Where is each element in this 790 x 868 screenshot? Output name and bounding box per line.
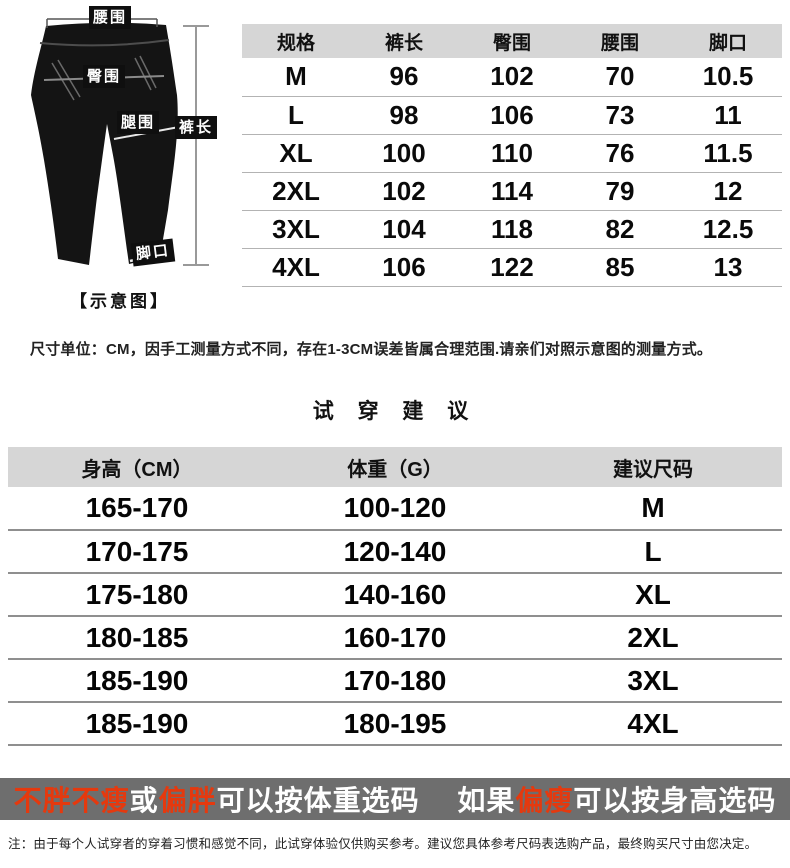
cell: 3XL bbox=[524, 659, 782, 703]
cell: 10.5 bbox=[674, 58, 782, 97]
pants-measurement-diagram: 腰围 臀围 腿围 裤长 脚口 【示意图】 bbox=[0, 0, 240, 320]
tryon-suggestion-table: 身高（CM） 体重（G） 建议尺码 165-170 100-120 M 170-175 12… bbox=[8, 447, 782, 746]
column-header: 脚口 bbox=[674, 24, 782, 58]
cell: 2XL bbox=[524, 616, 782, 660]
cell: 11 bbox=[674, 96, 782, 135]
waist-label: 腰围 bbox=[89, 6, 132, 29]
cell: 76 bbox=[566, 134, 674, 173]
table-row: 2XL 102 114 79 12 bbox=[242, 172, 782, 211]
table-row: M 96 102 70 10.5 bbox=[242, 58, 782, 97]
banner-text-segment-white: 可以按身高选码 bbox=[573, 785, 777, 816]
cell: 12.5 bbox=[674, 210, 782, 249]
pants-length-label: 裤长 bbox=[175, 116, 218, 139]
header-row: 身高（CM） 体重（G） 建议尺码 bbox=[8, 447, 782, 487]
table-row: 175-180 140-160 XL bbox=[8, 573, 782, 617]
table-row: 170-175 120-140 L bbox=[8, 530, 782, 574]
column-header: 规格 bbox=[242, 24, 350, 58]
cell: XL bbox=[242, 134, 350, 173]
size-spec-table-head: 规格 裤长 臀围 腰围 脚口 bbox=[242, 24, 782, 58]
cell: 73 bbox=[566, 96, 674, 135]
cell: 98 bbox=[350, 96, 458, 135]
cell: 170-175 bbox=[8, 530, 266, 574]
cell: 118 bbox=[458, 210, 566, 249]
cell: XL bbox=[524, 573, 782, 617]
cell: 120-140 bbox=[266, 530, 524, 574]
cell: 13 bbox=[674, 248, 782, 287]
cell: 114 bbox=[458, 172, 566, 211]
diagram-caption: 【示意图】 bbox=[70, 292, 170, 311]
cell: 175-180 bbox=[8, 573, 266, 617]
size-spec-table: 规格 裤长 臀围 腰围 脚口 M 96 102 70 10.5 L 98 106 73 11 XL 100 11… bbox=[242, 24, 782, 287]
tryon-table-body: 165-170 100-120 M 170-175 120-140 L 175-180 140… bbox=[8, 487, 782, 746]
table-row: 4XL 106 122 85 13 bbox=[242, 248, 782, 287]
cell: 170-180 bbox=[266, 659, 524, 703]
header-row: 规格 裤长 臀围 腰围 脚口 bbox=[242, 24, 782, 58]
cell: 96 bbox=[350, 58, 458, 97]
cell: M bbox=[524, 487, 782, 531]
cell: 4XL bbox=[242, 248, 350, 287]
banner-text-segment-white: 可以按体重选码 如果 bbox=[216, 785, 516, 816]
banner-text-segment-red: 不胖不瘦 bbox=[13, 785, 130, 816]
cell: 110 bbox=[458, 134, 566, 173]
column-header: 裤长 bbox=[350, 24, 458, 58]
table-row: L 98 106 73 11 bbox=[242, 96, 782, 135]
size-spec-table-body: M 96 102 70 10.5 L 98 106 73 11 XL 100 110 76 11.5 2XL 1… bbox=[242, 58, 782, 287]
banner-text-segment-red: 偏胖 bbox=[158, 785, 217, 816]
cell: 185-190 bbox=[8, 659, 266, 703]
banner-text-segment-white: 或 bbox=[129, 785, 159, 816]
cell: 180-195 bbox=[266, 702, 524, 746]
column-header: 腰围 bbox=[566, 24, 674, 58]
table-row: 185-190 180-195 4XL bbox=[8, 702, 782, 746]
top-section: 腰围 臀围 腿围 裤长 脚口 【示意图】 规格 裤长 臀围 腰围 脚口 M 96 102 70… bbox=[0, 0, 790, 320]
cell: 79 bbox=[566, 172, 674, 211]
column-header: 建议尺码 bbox=[524, 447, 782, 487]
cell: 160-170 bbox=[266, 616, 524, 660]
cell: M bbox=[242, 58, 350, 97]
cell: L bbox=[524, 530, 782, 574]
cell: 106 bbox=[350, 248, 458, 287]
right-pocket-line bbox=[134, 55, 157, 91]
cell: 185-190 bbox=[8, 702, 266, 746]
cell: 100 bbox=[350, 134, 458, 173]
column-header: 体重（G） bbox=[266, 447, 524, 487]
cell: 12 bbox=[674, 172, 782, 211]
banner-text-segment-red: 偏瘦 bbox=[515, 785, 574, 816]
tryon-title: 试 穿 建 议 bbox=[312, 400, 478, 423]
cell: 4XL bbox=[524, 702, 782, 746]
measure-unit-note: 尺寸单位：CM，因手工测量方式不同，存在1-3CM误差皆属合理范围.请亲们对照示… bbox=[30, 341, 713, 358]
cell: L bbox=[242, 96, 350, 135]
pants-silhouette bbox=[31, 22, 178, 266]
cell: 2XL bbox=[242, 172, 350, 211]
cell: 165-170 bbox=[8, 487, 266, 531]
pants-illustration bbox=[31, 18, 209, 266]
cell: 11.5 bbox=[674, 134, 782, 173]
cell: 140-160 bbox=[266, 573, 524, 617]
hip-label: 臀围 bbox=[83, 65, 126, 88]
table-row: 165-170 100-120 M bbox=[8, 487, 782, 531]
table-row: 3XL 104 118 82 12.5 bbox=[242, 210, 782, 249]
cell: 102 bbox=[458, 58, 566, 97]
column-header: 身高（CM） bbox=[8, 447, 266, 487]
cell: 70 bbox=[566, 58, 674, 97]
size-advice-banner: 不胖不瘦或偏胖 可以按体重选码 如果 偏瘦 可以按身高选码 bbox=[0, 778, 790, 820]
cell: 100-120 bbox=[266, 487, 524, 531]
cell: 82 bbox=[566, 210, 674, 249]
footnote: 注：由于每个人试穿者的穿着习惯和感觉不同，此试穿体验仅供购买参考。建议您具体参考… bbox=[8, 837, 758, 851]
cell: 122 bbox=[458, 248, 566, 287]
cell: 85 bbox=[566, 248, 674, 287]
waistband-line bbox=[39, 39, 170, 47]
cell: 102 bbox=[350, 172, 458, 211]
cell: 106 bbox=[458, 96, 566, 135]
table-row: 180-185 160-170 2XL bbox=[8, 616, 782, 660]
cell: 180-185 bbox=[8, 616, 266, 660]
table-row: XL 100 110 76 11.5 bbox=[242, 134, 782, 173]
length-measure-line bbox=[183, 25, 209, 266]
table-row: 185-190 170-180 3XL bbox=[8, 659, 782, 703]
cell: 3XL bbox=[242, 210, 350, 249]
cell: 104 bbox=[350, 210, 458, 249]
thigh-label: 腿围 bbox=[117, 111, 160, 134]
column-header: 臀围 bbox=[458, 24, 566, 58]
tryon-table-head: 身高（CM） 体重（G） 建议尺码 bbox=[8, 447, 782, 487]
